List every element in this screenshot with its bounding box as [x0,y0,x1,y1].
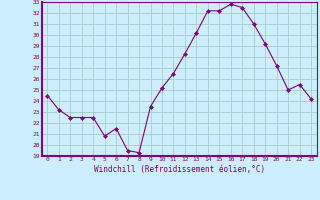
X-axis label: Windchill (Refroidissement éolien,°C): Windchill (Refroidissement éolien,°C) [94,165,265,174]
